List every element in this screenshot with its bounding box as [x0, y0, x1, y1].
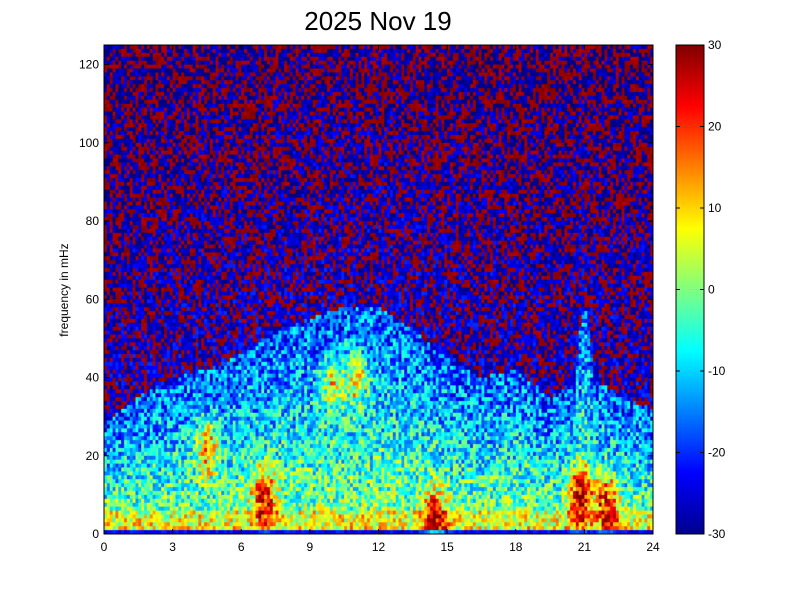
colorbar	[675, 44, 705, 535]
y-axis: 0 20 40 60 80 100 120	[79, 58, 653, 541]
colorbar-tick-label: 0	[708, 283, 715, 297]
colorbar-tick-label: -10	[708, 364, 726, 378]
colorbar-tick-label: -20	[708, 446, 726, 460]
x-axis: 0 3 6 9 12 15 18 21 24	[101, 45, 660, 554]
y-tick-label: 0	[92, 527, 99, 541]
y-tick-label: 40	[86, 371, 100, 385]
colorbar-axis: -30 -20 -10 0 10 20 30	[676, 38, 726, 541]
spectrogram-heatmap	[104, 45, 653, 534]
heatmap-cells	[104, 45, 653, 534]
chart-title: 2025 Nov 19	[304, 6, 451, 36]
y-tick-label: 60	[86, 292, 100, 306]
y-tick-label: 100	[79, 136, 99, 150]
y-tick-label: 20	[86, 449, 100, 463]
colorbar-tick-label: -30	[708, 527, 726, 541]
y-axis-label: frequency in mHz	[57, 243, 71, 336]
colorbar-tick-label: 30	[708, 38, 722, 52]
colorbar-tick-label: 10	[708, 201, 722, 215]
x-tick-label: 21	[578, 540, 592, 554]
y-tick-label: 80	[86, 214, 100, 228]
x-tick-label: 12	[372, 540, 386, 554]
x-tick-label: 3	[169, 540, 176, 554]
x-tick-label: 18	[509, 540, 523, 554]
x-tick-label: 0	[101, 540, 108, 554]
x-tick-label: 9	[307, 540, 314, 554]
y-tick-label: 120	[79, 58, 99, 72]
x-tick-label: 24	[646, 540, 660, 554]
colorbar-tick-label: 20	[708, 120, 722, 134]
x-tick-label: 15	[440, 540, 454, 554]
x-tick-label: 6	[238, 540, 245, 554]
